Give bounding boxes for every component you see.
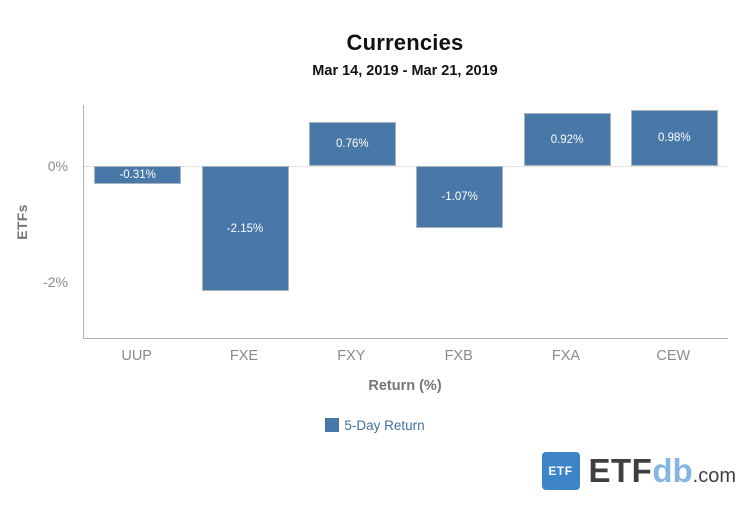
bar-value-label: 0.98% [658,132,691,145]
logo-brand-text: ETF [588,452,653,489]
chart-title: Currencies [346,30,464,55]
bar-fxa: 0.92% [523,113,611,167]
bar-value-label: 0.76% [336,138,369,151]
x-tick-label-cew: CEW [656,348,691,364]
x-tick-label-fxa: FXA [551,348,581,364]
etfdb-logo[interactable]: ETF ETF db .com [541,450,737,492]
logo-suffix-text: .com [692,465,736,487]
x-tick-label-fxb: FXB [444,348,473,364]
x-tick-label-fxe: FXE [229,348,259,364]
x-tick-label-fxy: FXY [337,348,366,364]
legend-swatch [325,418,340,432]
y-tick-label: 0% [47,158,68,175]
bar-value-label: -0.31% [119,169,156,182]
legend-item-5-day-return[interactable]: 5-Day Return [0,415,750,435]
bar-value-label: -2.15% [226,222,264,235]
bar-cew: 0.98% [630,109,718,167]
bar-value-label: 0.92% [550,133,584,146]
bar-fxy: 0.76% [308,122,396,167]
bar-value-label: -1.07% [441,191,478,204]
bar-uup: -0.31% [94,166,182,185]
zero-gridline [84,166,728,168]
etfdb-badge-icon: ETF [541,452,580,490]
x-axis-title: Return (%) [368,378,442,394]
chart-subtitle: Mar 14, 2019 - Mar 21, 2019 [312,63,498,79]
bar-fxb: -1.07% [416,166,504,229]
plot-area: -0.31% -2.15% 0.76% -1.07% 0.92% 0.98% [83,105,728,339]
legend-label: 5-Day Return [344,417,425,433]
bar-fxe: -2.15% [201,166,289,292]
y-axis-title: ETFs [14,204,30,240]
x-tick-label-uup: UUP [121,348,152,364]
y-tick-label: -2% [43,274,68,291]
logo-accent-text: db [652,452,693,489]
etfdb-wordmark: ETF db .com [589,452,737,490]
